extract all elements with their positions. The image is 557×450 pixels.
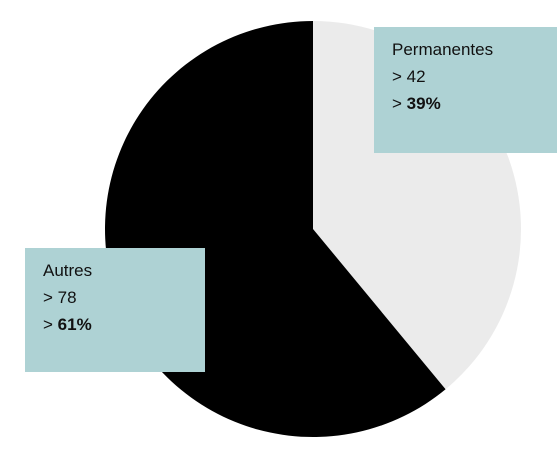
percent-label: > 39% [392,94,441,113]
count-value: 42 [407,67,426,86]
label-prefix: > [392,94,402,113]
label-prefix: > [392,67,402,86]
count-label: > 78 [43,288,77,307]
label-prefix: > [43,288,53,307]
slice-label: Permanentes [392,40,493,59]
label-box [374,27,557,153]
slice-label: Autres [43,261,92,280]
count-label: > 42 [392,67,426,86]
label-box [25,248,205,372]
percent-value: 61% [58,315,92,334]
label-prefix: > [43,315,53,334]
count-value: 78 [58,288,77,307]
percent-value: 39% [407,94,441,113]
percent-label: > 61% [43,315,92,334]
